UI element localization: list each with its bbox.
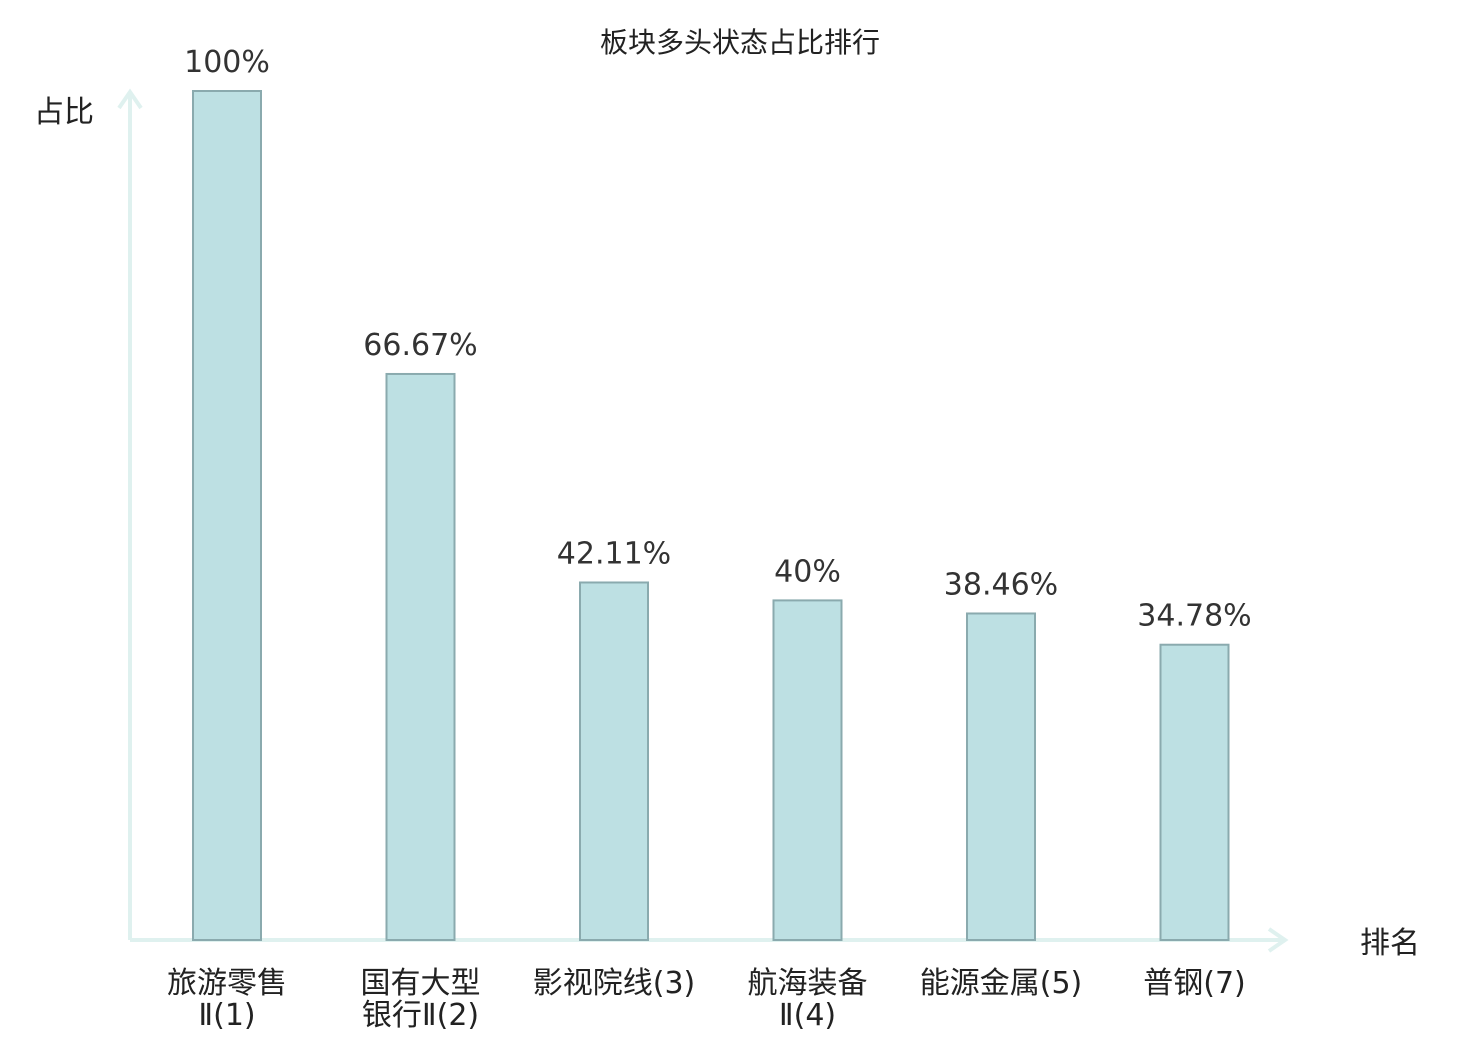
x-axis (130, 927, 1289, 953)
category-label-1: 旅游零售 Ⅱ(1) (167, 966, 287, 1033)
category-label-5: 能源金属(5) (920, 966, 1083, 1001)
category-label-5-line-1: 能源金属(5) (920, 966, 1083, 1001)
bar-2 (385, 372, 456, 942)
category-label-6-line-1: 普钢(7) (1143, 966, 1246, 1001)
category-label-6: 普钢(7) (1143, 966, 1246, 1001)
category-label-1-line-2: Ⅱ(1) (198, 998, 255, 1033)
value-label-5: 38.46% (944, 567, 1058, 602)
bars (192, 90, 1230, 942)
bar-3 (579, 581, 649, 941)
value-label-3: 42.11% (557, 536, 671, 571)
value-label-1: 100% (184, 45, 270, 80)
bar-6 (1159, 643, 1230, 941)
bar-5 (966, 612, 1036, 941)
bar-1 (192, 90, 262, 941)
value-label-2: 66.67% (363, 328, 477, 363)
category-label-4-line-2: Ⅱ(4) (779, 998, 836, 1033)
chart-title: 板块多头状态占比排行 (600, 26, 880, 59)
category-label-2-line-1: 国有大型 (361, 966, 481, 1001)
category-label-4-line-1: 航海装备 (748, 966, 868, 1001)
category-label-3: 影视院线(3) (533, 966, 696, 1001)
value-label-6: 34.78% (1137, 599, 1251, 634)
category-label-1-line-1: 旅游零售 (167, 966, 287, 1001)
category-label-2-line-2: 银行Ⅱ(2) (362, 998, 479, 1033)
category-label-4: 航海装备 Ⅱ(4) (748, 966, 868, 1033)
category-labels: 旅游零售 Ⅱ(1) 国有大型银行Ⅱ(2) 影视院线(3) 航海装备 Ⅱ(4) 能源金属(5)… (167, 966, 1246, 1033)
y-axis-label: 占比 (34, 95, 94, 130)
value-labels: 100% 66.67% 42.11% 40% 38.46% 34.78% (184, 45, 1252, 634)
category-label-3-line-1: 影视院线(3) (533, 966, 696, 1001)
value-label-4: 40% (774, 554, 841, 589)
bar-4 (772, 599, 843, 942)
x-axis-label: 排名 (1360, 926, 1420, 961)
y-axis (117, 88, 143, 940)
category-label-2: 国有大型银行Ⅱ(2) (361, 966, 481, 1033)
